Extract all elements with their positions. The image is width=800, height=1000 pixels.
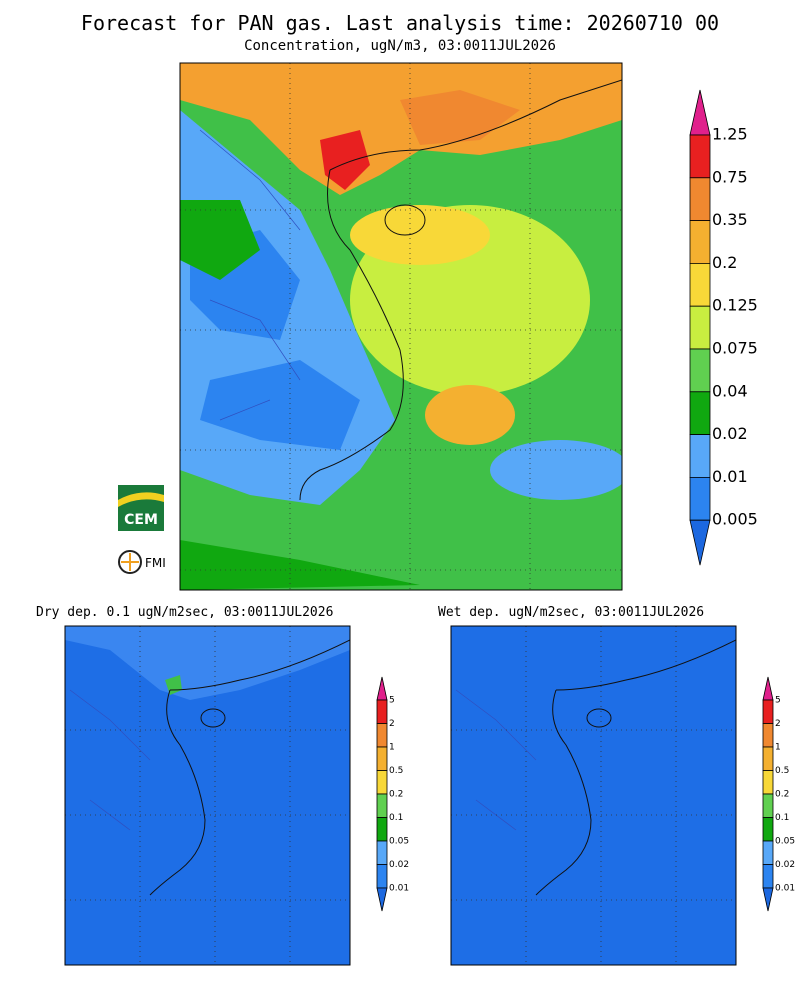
colorbar-swatch (689, 305, 711, 350)
colorbar-label: 0.005 (712, 510, 758, 529)
colorbar-swatch (762, 817, 774, 842)
colorbar-swatch (762, 864, 774, 889)
wet-dep-map (450, 625, 737, 966)
colorbar-swatch (376, 840, 388, 865)
colorbar-label: 1 (775, 743, 781, 753)
colorbar-label: 0.35 (712, 210, 748, 229)
title: Forecast for PAN gas. Last analysis time… (81, 11, 719, 35)
colorbar-label: 0.075 (712, 339, 758, 358)
colorbar-swatch (689, 220, 711, 264)
colorbar-label: 0.5 (775, 766, 789, 776)
colorbar-label: 0.05 (775, 837, 795, 847)
colorbar-arrow (689, 89, 711, 136)
colorbar-swatch (762, 746, 774, 771)
colorbar-label: 0.01 (712, 467, 748, 486)
subtitle: Concentration, ugN/m3, 03:0011JUL2026 (244, 38, 556, 54)
colorbar-label: 2 (775, 719, 781, 729)
colorbar-arrow (376, 676, 388, 701)
colorbar-arrow (689, 519, 711, 566)
colorbar-label: 0.2 (712, 253, 737, 272)
colorbar-label: 0.2 (775, 790, 789, 800)
logo-cem: CEM (118, 485, 164, 531)
wet-colorbar: 5 2 1 0.5 0.2 0.1 0.05 0.02 0.01 (762, 676, 795, 912)
colorbar-label: 0.02 (712, 424, 748, 443)
colorbar-label: 5 (775, 696, 781, 706)
colorbar-arrow (762, 887, 774, 912)
colorbar-label: 0.1 (389, 813, 403, 823)
colorbar-swatch (689, 348, 711, 393)
panel-title: Wet dep. ugN/m2sec, 03:0011JUL2026 (438, 605, 704, 620)
colorbar-swatch (689, 391, 711, 435)
logo-text: CEM (124, 512, 158, 528)
colorbar-label: 1.25 (712, 125, 748, 144)
colorbar-arrow (762, 676, 774, 701)
colorbar-label: 0.1 (775, 813, 789, 823)
dry-dep-map (64, 625, 351, 966)
main-map (179, 62, 623, 591)
colorbar-label: 0.125 (712, 296, 758, 315)
colorbar-swatch (376, 699, 388, 724)
colorbar-swatch (689, 177, 711, 222)
colorbar-swatch (762, 699, 774, 724)
colorbar-label: 0.04 (712, 381, 748, 400)
main-colorbar: 1.25 0.75 0.35 0.2 0.125 0.075 0.04 0.02 0.01 0.0… (689, 89, 758, 566)
logo-fmi: FMI (118, 550, 166, 574)
colorbar-swatch (762, 840, 774, 865)
dry-colorbar: 5 2 1 0.5 0.2 0.1 0.05 0.02 0.01 (376, 676, 409, 912)
panel-title: Dry dep. 0.1 ugN/m2sec, 03:0011JUL2026 (36, 605, 333, 620)
colorbar-label: 5 (389, 696, 395, 706)
colorbar-swatch (689, 262, 711, 307)
colorbar-swatch (689, 434, 711, 478)
colorbar-swatch (376, 793, 388, 818)
colorbar-label: 1 (389, 743, 395, 753)
colorbar-swatch (762, 770, 774, 795)
colorbar-label: 2 (389, 719, 395, 729)
colorbar-label: 0.01 (775, 884, 795, 894)
colorbar-label: 0.02 (389, 860, 409, 870)
colorbar-swatch (762, 793, 774, 818)
colorbar-label: 0.02 (775, 860, 795, 870)
colorbar-label: 0.01 (389, 884, 409, 894)
colorbar-swatch (376, 770, 388, 795)
colorbar-swatch (689, 134, 711, 179)
colorbar-label: 0.05 (389, 837, 409, 847)
colorbar-label: 0.75 (712, 167, 748, 186)
colorbar-label: 0.5 (389, 766, 403, 776)
colorbar-label: 0.2 (389, 790, 403, 800)
colorbar-swatch (376, 817, 388, 842)
colorbar-arrow (376, 887, 388, 912)
colorbar-swatch (376, 746, 388, 771)
colorbar-swatch (689, 476, 711, 521)
logo-text: FMI (145, 556, 166, 570)
colorbar-swatch (762, 723, 774, 748)
colorbar-swatch (376, 864, 388, 889)
colorbar-swatch (376, 723, 388, 748)
